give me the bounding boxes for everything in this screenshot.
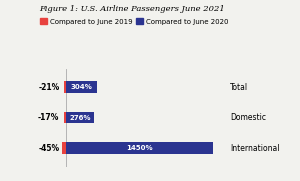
Bar (66, 112, 94, 123)
Text: 1450%: 1450% (126, 145, 153, 151)
Legend: Compared to June 2019, Compared to June 2020: Compared to June 2019, Compared to June … (40, 18, 229, 25)
Text: Domestic: Domestic (230, 113, 266, 122)
Text: -17%: -17% (38, 113, 59, 122)
Bar (66, 142, 213, 154)
Text: 276%: 276% (69, 115, 91, 121)
Text: Total: Total (230, 83, 248, 92)
Text: -21%: -21% (38, 83, 59, 92)
Bar (61, 142, 66, 154)
Bar (66, 81, 97, 93)
Bar (64, 81, 66, 93)
Text: -45%: -45% (38, 144, 59, 153)
Bar (64, 112, 66, 123)
Text: Figure 1: U.S. Airline Passengers June 2021: Figure 1: U.S. Airline Passengers June 2… (39, 5, 225, 13)
Text: International: International (230, 144, 280, 153)
Text: 304%: 304% (70, 84, 92, 90)
